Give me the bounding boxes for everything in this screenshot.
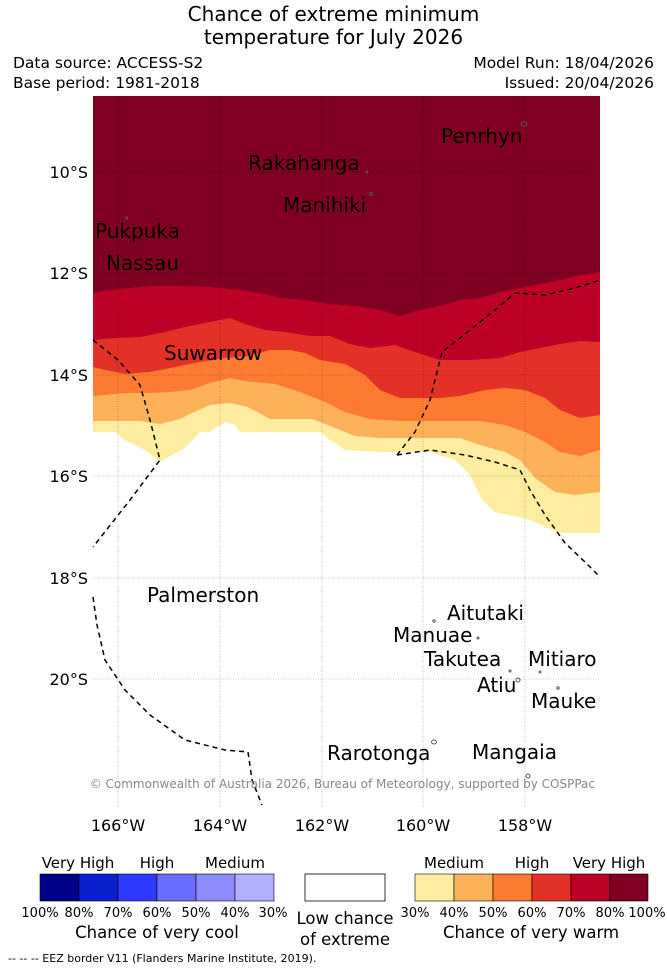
lon-label-162w: 162°W <box>295 816 350 835</box>
low-chance-swatch <box>304 873 386 902</box>
mangaia-marker <box>525 773 531 779</box>
warm-swatch-80-100 <box>609 873 649 902</box>
legend-warm: Medium High Very High 30% 40% 50% 60% 70… <box>401 854 666 942</box>
cool-swatch-50-40 <box>195 873 236 902</box>
legend-warm-caption: Chance of very warm <box>443 923 619 942</box>
eez-source-note: -- -- -- EEZ border V11 (Flanders Marine… <box>8 952 317 965</box>
rarotonga-marker <box>431 739 437 745</box>
model-run: Model Run: 18/04/2026 <box>473 54 654 72</box>
label-rakahanga: Rakahanga <box>248 151 360 175</box>
legend-warm-very-high: Very High <box>573 854 646 872</box>
cool-tick-60: 60% <box>143 906 172 921</box>
legend-cool-very-high: Very High <box>42 854 115 872</box>
warm-swatch-40-50 <box>453 873 494 902</box>
label-mauke: Mauke <box>531 689 596 713</box>
lon-label-158w: 158°W <box>498 816 553 835</box>
label-aitutaki: Aitutaki <box>447 601 524 625</box>
issued-date: Issued: 20/04/2026 <box>504 74 654 92</box>
mauke-marker <box>556 686 560 690</box>
warm-tick-50: 50% <box>479 906 508 921</box>
legend-cool-high: High <box>140 854 174 872</box>
map-title-line2: temperature for July 2026 <box>203 25 464 49</box>
warm-tick-30: 30% <box>401 906 430 921</box>
copyright-notice: © Commonwealth of Australia 2026, Bureau… <box>90 777 595 791</box>
label-suwarrow: Suwarrow <box>164 341 262 365</box>
lat-label-20s: 20°S <box>49 670 88 689</box>
lon-label-164w: 164°W <box>193 816 248 835</box>
cool-swatch-100-80 <box>39 873 80 902</box>
label-atiu: Atiu <box>477 673 516 697</box>
low-chance-caption-2: of extreme <box>300 930 390 949</box>
takutea-marker <box>508 669 512 673</box>
warm-swatch-50-60 <box>492 873 533 902</box>
lon-label-166w: 166°W <box>91 816 146 835</box>
legend-warm-high: High <box>515 854 549 872</box>
cool-swatch-40-30 <box>234 873 275 902</box>
lat-label-10s: 10°S <box>49 163 88 182</box>
cool-swatch-70-60 <box>117 873 158 902</box>
lat-label-18s: 18°S <box>49 569 88 588</box>
base-period: Base period: 1981-2018 <box>13 74 200 92</box>
lon-label-160w: 160°W <box>396 816 451 835</box>
mitiaro-marker <box>538 670 542 674</box>
penrhyn-marker <box>520 121 528 127</box>
lat-label-14s: 14°S <box>49 366 88 385</box>
label-manuae: Manuae <box>393 623 472 647</box>
data-source: Data source: ACCESS-S2 <box>13 54 204 72</box>
cool-tick-100: 100% <box>21 906 58 921</box>
atiu-marker <box>515 677 521 683</box>
rakahanga-marker <box>365 170 369 174</box>
lat-axis-labels: 10°S 12°S 14°S 16°S 18°S 20°S <box>49 163 88 689</box>
warm-tick-100: 100% <box>628 906 665 921</box>
cool-tick-80: 80% <box>65 906 94 921</box>
warm-swatch-70-80 <box>570 873 611 902</box>
label-takutea: Takutea <box>423 647 501 671</box>
warm-tick-40: 40% <box>440 906 469 921</box>
legend-cool-caption: Chance of very cool <box>75 923 239 942</box>
cool-tick-40: 40% <box>221 906 250 921</box>
cool-tick-70: 70% <box>104 906 133 921</box>
graticule <box>93 96 600 807</box>
pukapuka-marker <box>125 216 129 220</box>
island-markers <box>125 121 560 779</box>
cool-swatch-60-50 <box>156 873 197 902</box>
warm-tick-80: 80% <box>596 906 625 921</box>
label-mangaia: Mangaia <box>472 740 557 764</box>
label-rarotonga: Rarotonga <box>327 741 430 765</box>
eez-border <box>92 279 601 806</box>
label-nassau: Nassau <box>106 251 179 275</box>
warm-swatch-60-70 <box>531 873 572 902</box>
cool-tick-30: 30% <box>259 906 288 921</box>
cool-tick-50: 50% <box>182 906 211 921</box>
manuae-marker <box>476 636 480 640</box>
cool-swatch-80-70 <box>78 873 119 902</box>
warm-tick-70: 70% <box>557 906 586 921</box>
label-pukapuka: Pukpuka <box>95 219 180 243</box>
legend-cool-medium: Medium <box>205 854 265 872</box>
probability-shading <box>93 96 600 533</box>
map-title-line1: Chance of extreme minimum <box>187 2 480 26</box>
lon-axis-labels: 166°W 164°W 162°W 160°W 158°W <box>91 816 553 835</box>
low-chance-caption-1: Low chance <box>296 909 393 928</box>
label-manihiki: Manihiki <box>283 193 366 217</box>
label-mitiaro: Mitiaro <box>528 647 597 671</box>
band-80-100 <box>93 96 600 316</box>
legend-low-chance: Low chance of extreme <box>296 873 394 949</box>
lat-label-12s: 12°S <box>49 264 88 283</box>
legend-warm-medium: Medium <box>424 854 484 872</box>
lat-label-16s: 16°S <box>49 467 88 486</box>
label-penrhyn: Penrhyn <box>441 124 522 148</box>
label-palmerston: Palmerston <box>147 583 259 607</box>
warm-tick-60: 60% <box>518 906 547 921</box>
warm-swatch-30-40 <box>414 873 455 902</box>
legend-cool: Very High High Medium 100% 80% 70% 60% 5… <box>21 854 287 942</box>
island-labels: Penrhyn Rakahanga Manihiki Pukpuka Nassa… <box>95 124 597 765</box>
manihiki-marker <box>369 192 373 196</box>
aitutaki-marker <box>432 619 436 623</box>
